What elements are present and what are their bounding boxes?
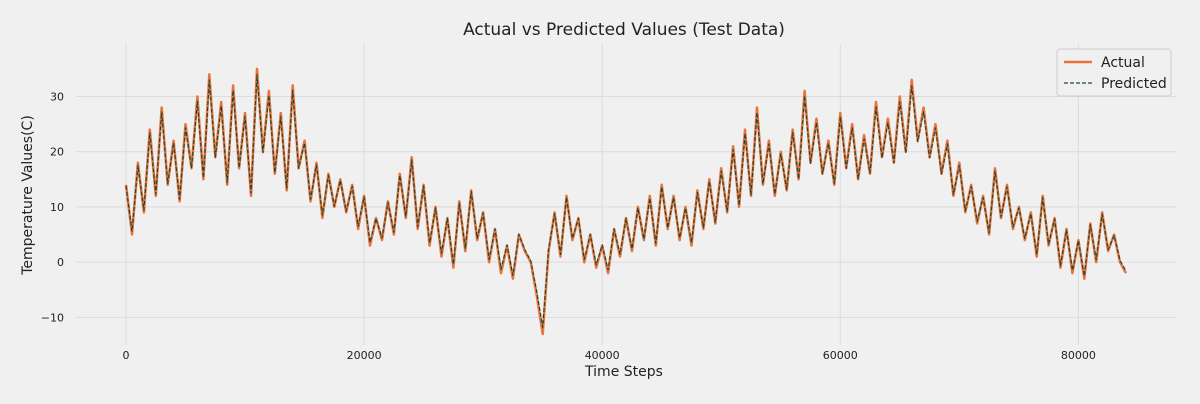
chart-title: Actual vs Predicted Values (Test Data) <box>463 20 785 40</box>
legend-predicted-label: Predicted <box>1101 76 1167 92</box>
tick-labels: 0 20000 40000 60000 80000 −10 0 10 20 30 <box>41 90 1096 362</box>
x-tick-label: 60000 <box>823 349 858 362</box>
x-tick-label: 0 <box>123 349 130 362</box>
x-tick-label: 80000 <box>1061 349 1096 362</box>
x-tick-label: 40000 <box>585 349 620 362</box>
series-line-predicted <box>125 73 1127 328</box>
y-tick-label: 0 <box>57 256 64 269</box>
grid-lines <box>76 44 1176 345</box>
y-axis-label: Temperature Values(C) <box>20 115 36 276</box>
y-tick-label: 20 <box>50 146 64 159</box>
legend: Actual Predicted <box>1056 48 1172 97</box>
y-tick-label: −10 <box>41 311 64 324</box>
x-axis-label: Time Steps <box>584 364 663 380</box>
x-tick-label: 20000 <box>347 349 382 362</box>
y-tick-label: 10 <box>50 201 64 214</box>
series-group <box>124 67 1128 336</box>
series-line-actual <box>124 67 1128 336</box>
y-tick-label: 30 <box>50 90 64 103</box>
legend-actual-label: Actual <box>1101 55 1145 71</box>
